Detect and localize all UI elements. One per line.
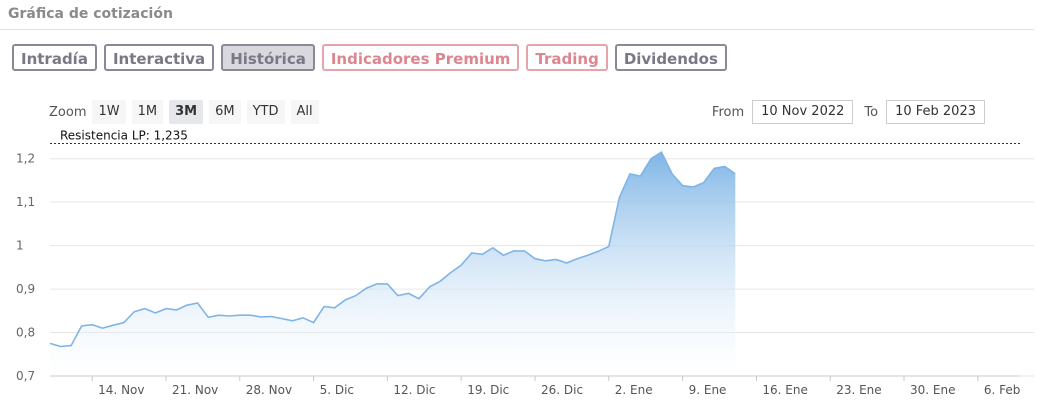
y-tick-label: 1 <box>16 239 24 253</box>
y-tick-label: 0,8 <box>16 326 35 340</box>
y-tick-label: 1,2 <box>16 152 35 166</box>
y-tick-label: 0,9 <box>16 282 35 296</box>
y-tick-label: 1,1 <box>16 195 35 209</box>
zoom-all-button[interactable]: All <box>290 100 319 124</box>
from-date-input[interactable]: 10 Nov 2022 <box>752 100 854 124</box>
zoom-ytd-button[interactable]: YTD <box>246 100 285 124</box>
zoom-1w-button[interactable]: 1W <box>92 100 126 124</box>
tab-intradia[interactable]: Intradía <box>12 44 97 71</box>
x-tick-label: 23. Ene <box>836 383 881 397</box>
x-tick-label: 5. Dic <box>320 383 354 397</box>
x-tick-label: 6. Feb <box>984 383 1021 397</box>
tab-dividendos[interactable]: Dividendos <box>614 44 727 71</box>
zoom-1m-button[interactable]: 1M <box>131 100 164 124</box>
zoom-6m-button[interactable]: 6M <box>209 100 241 124</box>
header-divider <box>0 29 1034 30</box>
x-tick-label: 30. Ene <box>910 383 955 397</box>
x-tick-label: 9. Ene <box>689 383 727 397</box>
from-label: From <box>711 104 745 120</box>
x-tick-label: 2. Ene <box>615 383 653 397</box>
x-tick-label: 28. Nov <box>246 383 292 397</box>
x-tick-label: 21. Nov <box>172 383 218 397</box>
x-tick-label: 16. Ene <box>762 383 807 397</box>
tab-trading[interactable]: Trading <box>526 44 608 71</box>
x-tick-label: 14. Nov <box>98 383 144 397</box>
chart-tabs: Intradía Interactiva Histórica Indicador… <box>12 44 727 71</box>
x-tick-label: 26. Dic <box>541 383 583 397</box>
zoom-3m-button[interactable]: 3M <box>169 100 204 124</box>
date-range-selector: From 10 Nov 2022 To 10 Feb 2023 <box>712 100 985 124</box>
panel-title: Gráfica de cotización <box>8 6 173 22</box>
tab-indicadores-premium[interactable]: Indicadores Premium <box>321 44 520 71</box>
zoom-label: Zoom <box>49 104 87 120</box>
resistance-label: Resistencia LP: 1,235 <box>60 129 188 143</box>
to-label: To <box>864 104 879 120</box>
x-tick-label: 19. Dic <box>467 383 509 397</box>
tab-interactiva[interactable]: Interactiva <box>103 44 215 71</box>
tab-historica[interactable]: Histórica <box>221 44 315 71</box>
y-tick-label: 0,7 <box>16 369 35 383</box>
price-area <box>50 152 736 376</box>
zoom-selector: Zoom 1W 1M 3M 6M YTD All <box>49 100 325 124</box>
to-date-input[interactable]: 10 Feb 2023 <box>886 100 985 124</box>
x-tick-label: 12. Dic <box>393 383 435 397</box>
price-line <box>49 151 736 348</box>
